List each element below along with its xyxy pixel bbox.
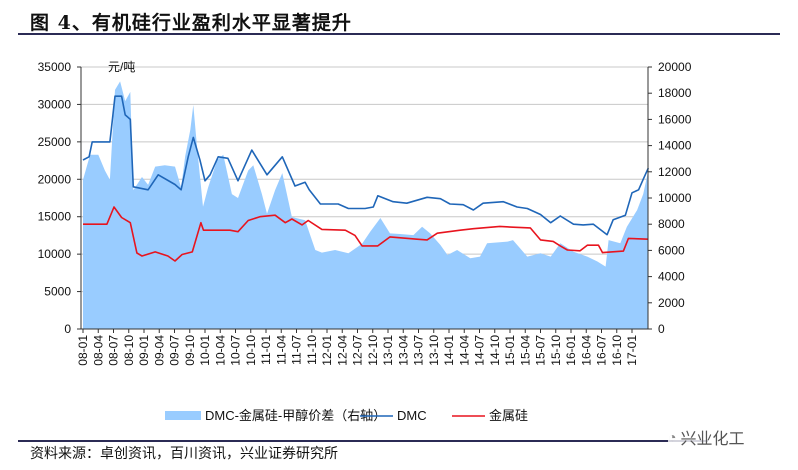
series-line-silicon	[83, 206, 649, 262]
legend-label-spread: DMC-金属硅-甲醇价差（右轴）	[205, 408, 386, 423]
figure-title: 图 4、有机硅行业盈利水平显著提升	[30, 12, 352, 34]
x-axis-tick-label: 15-07	[534, 335, 548, 366]
legend-label-dmc: DMC	[397, 408, 427, 423]
x-axis-tick-label: 15-01	[503, 335, 517, 366]
x-axis-tick-label: 09-01	[137, 335, 151, 366]
wechat-icon: ◔	[668, 429, 677, 445]
x-axis-tick-label: 13-04	[396, 335, 410, 366]
x-axis-tick-label: 11-10	[305, 335, 319, 365]
x-axis-tick-label: 14-04	[457, 335, 471, 366]
watermark-text: 兴业化工	[680, 431, 745, 448]
line-layer	[82, 95, 650, 262]
series-line-dmc	[82, 95, 650, 236]
x-axis-tick-label: 16-04	[579, 335, 593, 366]
x-axis-tick-label: 10-10	[244, 335, 258, 366]
right-axis-tick-label: 10000	[658, 191, 692, 205]
right-axis-tick-label: 8000	[658, 217, 685, 231]
x-axis-tick-label: 16-10	[610, 335, 624, 366]
legend-swatch-spread	[165, 411, 201, 420]
x-axis-tick-label: 12-04	[335, 335, 349, 366]
x-axis-tick-label: 08-07	[107, 335, 121, 366]
left-axis-tick-label: 25000	[38, 135, 72, 149]
left-axis-tick-label: 35000	[38, 60, 72, 74]
left-axis-tick-label: 20000	[38, 172, 72, 186]
x-axis-tick-label: 11-07	[290, 335, 304, 365]
x-axis-tick-label: 16-07	[595, 335, 609, 366]
right-axis-tick-label: 12000	[658, 165, 692, 179]
left-axis-tick-label: 30000	[38, 97, 72, 111]
x-axis-tick-label: 13-10	[427, 335, 441, 366]
x-axis-tick-label: 10-04	[213, 335, 227, 366]
x-axis-tick-label: 15-10	[549, 335, 563, 366]
left-axis-tick-label: 15000	[38, 210, 72, 224]
x-axis-tick-label: 08-10	[122, 335, 136, 366]
x-axis-tick-label: 17-01	[625, 335, 639, 366]
left-axis-tick-label: 10000	[38, 247, 72, 261]
x-axis-tick-label: 14-01	[442, 335, 456, 366]
right-axis-tick-label: 16000	[658, 112, 692, 126]
x-axis-tick-label: 09-07	[168, 335, 182, 366]
axes: 0 5000 10000 15000 20000 25000 30000 35000 0 2000…	[38, 60, 692, 366]
right-axis-tick-label: 14000	[658, 139, 692, 153]
x-axis-tick-label: 08-04	[91, 335, 105, 366]
source-rule	[18, 440, 708, 442]
x-axis-tick-label: 08-01	[76, 335, 90, 366]
x-axis-tick-label: 10-07	[229, 335, 243, 366]
x-axis-tick-label: 09-04	[152, 335, 166, 366]
legend-label-silicon: 金属硅	[489, 408, 528, 423]
x-axis-tick-label: 09-10	[183, 335, 197, 366]
right-axis-tick-label: 4000	[658, 270, 685, 284]
title-rule	[18, 33, 780, 35]
x-axis-tick-label: 12-10	[366, 335, 380, 366]
right-axis-tick-label: 6000	[658, 243, 685, 257]
x-axis-tick-label: 10-01	[198, 335, 212, 366]
x-axis-tick-label: 11-04	[274, 335, 288, 365]
x-axis-tick-label: 11-01	[259, 335, 273, 365]
right-axis-tick-label: 20000	[658, 60, 692, 74]
series-area-spread	[83, 81, 649, 330]
x-axis-tick-label: 14-07	[473, 335, 487, 366]
watermark: ◔ 兴业化工	[668, 425, 745, 449]
x-axis-tick-label: 13-07	[412, 335, 426, 366]
x-axis-tick-label: 16-01	[564, 335, 578, 366]
x-axis-tick-label: 13-01	[381, 335, 395, 366]
right-axis-tick-label: 18000	[658, 86, 692, 100]
y-axis-unit-label: 元/吨	[108, 60, 135, 74]
right-axis-tick-label: 2000	[658, 296, 685, 310]
x-axis-tick-label: 15-04	[518, 335, 532, 366]
right-axis-tick-label: 0	[658, 322, 665, 336]
spread-area-layer	[83, 81, 649, 330]
x-axis-tick-label: 12-07	[351, 335, 365, 366]
x-axis-tick-label: 14-10	[488, 335, 502, 366]
source-note: 资料来源：卓创资讯，百川资讯，兴业证券研究所	[30, 446, 338, 462]
x-axis-tick-label: 12-01	[320, 335, 334, 366]
left-axis-tick-label: 0	[64, 322, 71, 336]
left-axis-tick-label: 5000	[44, 285, 71, 299]
legend: DMC-金属硅-甲醇价差（右轴） DMC 金属硅	[165, 408, 528, 423]
